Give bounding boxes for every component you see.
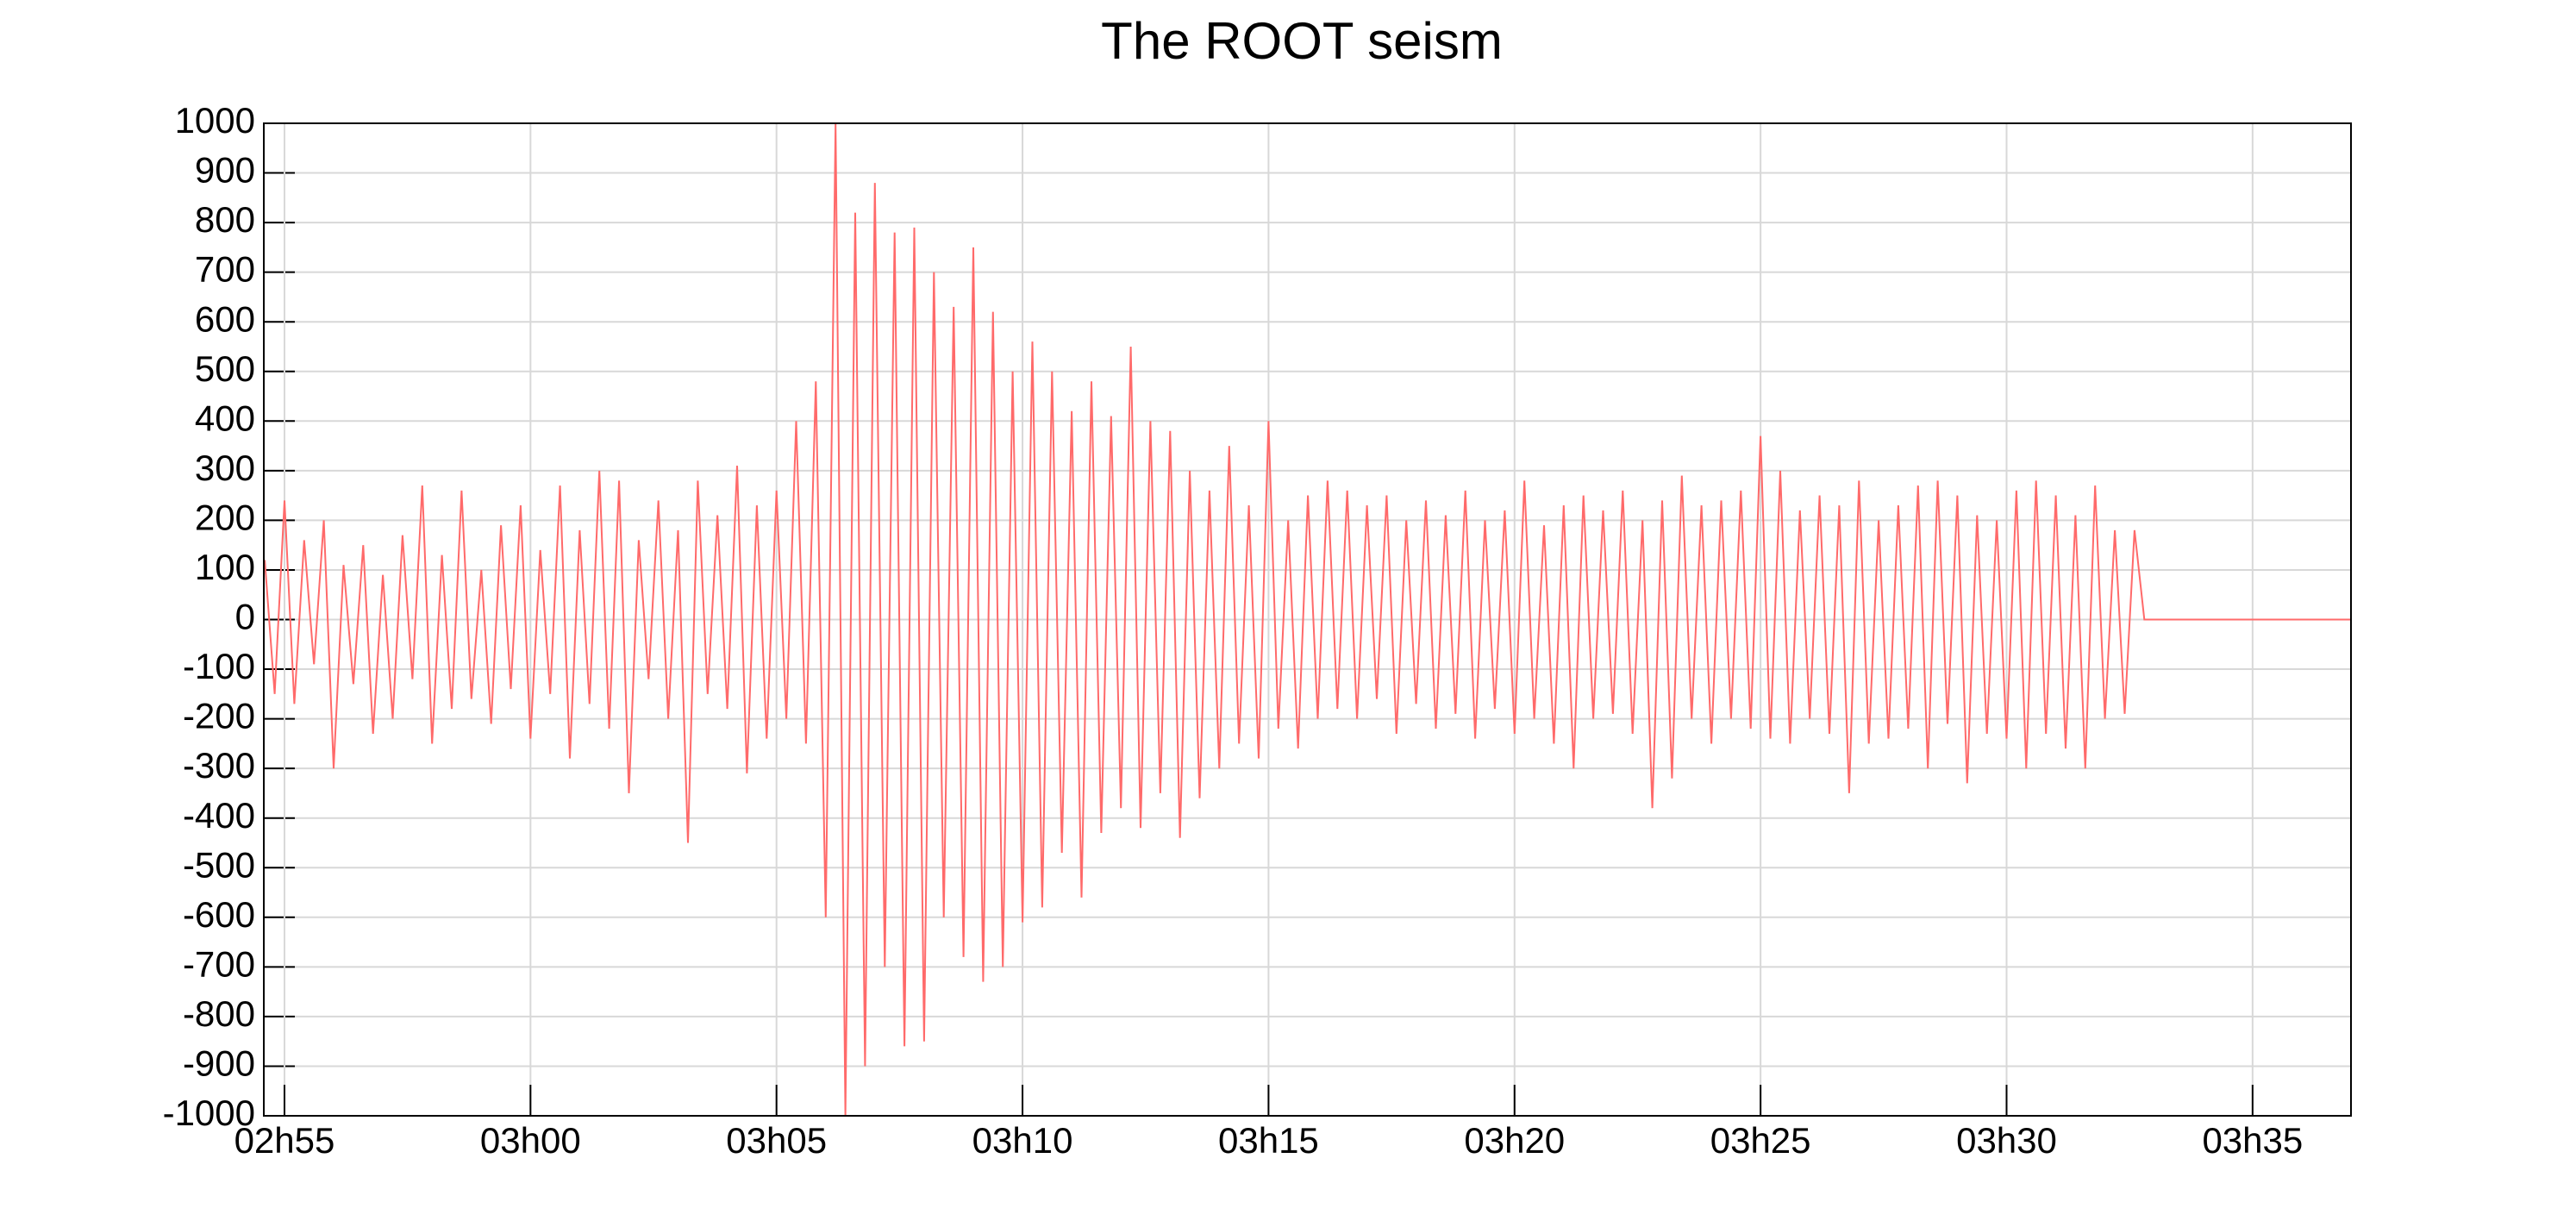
y-tick-label: -100	[183, 646, 255, 686]
y-tick-label: -600	[183, 894, 255, 935]
y-tick-label: 300	[195, 448, 255, 488]
chart-title: The ROOT seism	[1101, 12, 1503, 70]
y-tick-label: 100	[195, 547, 255, 587]
y-tick-label: -400	[183, 795, 255, 836]
y-tick-label: 0	[235, 597, 255, 637]
x-tick-label: 03h10	[972, 1120, 1073, 1161]
y-tick-label: 800	[195, 199, 255, 240]
x-tick-label: 03h30	[1956, 1120, 2057, 1161]
x-tick-label: 03h00	[480, 1120, 581, 1161]
x-tick-label: 03h35	[2202, 1120, 2303, 1161]
y-tick-label: 700	[195, 249, 255, 290]
y-tick-label: -800	[183, 993, 255, 1034]
y-tick-label: -500	[183, 844, 255, 885]
y-tick-label: -300	[183, 745, 255, 786]
x-tick-label: 03h25	[1710, 1120, 1811, 1161]
y-tick-label: 400	[195, 398, 255, 438]
y-tick-label: 600	[195, 298, 255, 339]
y-tick-label: 1000	[175, 100, 255, 141]
y-tick-label: -200	[183, 696, 255, 736]
x-tick-label: 02h55	[234, 1120, 335, 1161]
y-tick-label: 900	[195, 150, 255, 191]
y-tick-label: -1000	[163, 1093, 255, 1133]
y-tick-label: -900	[183, 1043, 255, 1084]
y-tick-label: 500	[195, 348, 255, 389]
seism-line	[264, 123, 2351, 1116]
x-tick-label: 03h05	[726, 1120, 827, 1161]
x-tick-label: 03h20	[1464, 1120, 1565, 1161]
x-tick-label: 03h15	[1218, 1120, 1319, 1161]
plot-frame	[263, 122, 2352, 1117]
y-tick-label: -700	[183, 943, 255, 984]
y-tick-label: 200	[195, 497, 255, 537]
